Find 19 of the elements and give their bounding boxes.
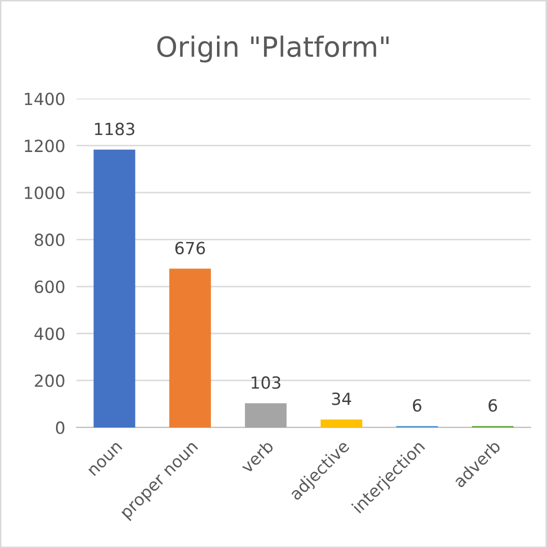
y-tick-label: 600 (34, 280, 64, 294)
bar (320, 419, 362, 428)
chart-title: Origin "Platform" (157, 36, 389, 63)
bar (169, 268, 211, 428)
y-tick-label: 400 (34, 327, 64, 340)
data-label: 6 (412, 399, 422, 412)
bar (244, 403, 287, 428)
y-tick-label: 200 (34, 374, 64, 388)
data-label: 676 (175, 242, 205, 254)
data-label: 6 (488, 399, 498, 412)
y-tick-label: 1400 (24, 92, 64, 106)
y-tick-label: 0 (56, 421, 64, 434)
data-label: 103 (252, 376, 280, 389)
y-tick-label: 1000 (24, 186, 64, 200)
data-label: 34 (332, 392, 352, 406)
bar (94, 150, 136, 428)
y-tick-label: 1200 (24, 140, 64, 152)
y-tick-label: 800 (34, 234, 64, 246)
data-label: 1183 (95, 122, 134, 136)
